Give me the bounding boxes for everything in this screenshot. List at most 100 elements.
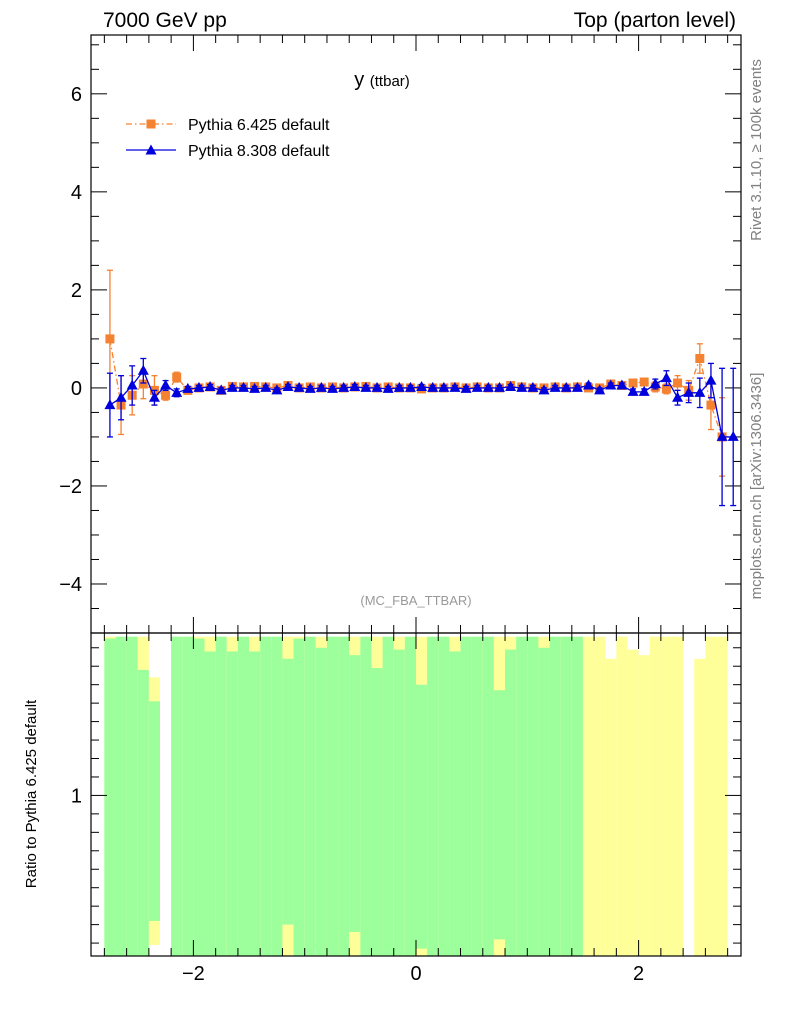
ratio-band-green bbox=[304, 636, 316, 956]
ratio-band-green bbox=[326, 636, 339, 956]
data-point bbox=[293, 381, 305, 392]
data-point bbox=[706, 400, 716, 410]
ratio-band-yellow bbox=[694, 658, 706, 956]
legend-marker-pythia6 bbox=[146, 119, 156, 129]
data-point bbox=[571, 381, 583, 392]
y-tick-label: −4 bbox=[59, 574, 82, 596]
data-point bbox=[627, 385, 639, 396]
ratio-bands bbox=[104, 636, 728, 956]
ratio-band-green bbox=[293, 638, 305, 956]
data-point bbox=[683, 386, 695, 397]
data-point bbox=[215, 384, 227, 395]
ratio-band-green bbox=[349, 655, 361, 933]
data-point bbox=[695, 354, 705, 364]
ratio-band-green bbox=[171, 636, 183, 956]
ratio-band-green bbox=[237, 636, 250, 956]
ratio-frame bbox=[90, 632, 742, 957]
plot-title-suffix: (ttbar) bbox=[370, 73, 410, 90]
data-point bbox=[705, 374, 717, 385]
ratio-band-yellow bbox=[705, 636, 717, 956]
data-point bbox=[427, 381, 439, 392]
ratio-band-green bbox=[204, 651, 216, 956]
data-point bbox=[160, 379, 172, 390]
ratio-band-yellow bbox=[616, 636, 628, 956]
data-point bbox=[193, 381, 205, 392]
data-point bbox=[382, 382, 394, 393]
ratio-band-green bbox=[104, 638, 116, 956]
ratio-band-green bbox=[382, 636, 394, 956]
legend-label-pythia8: Pythia 8.308 default bbox=[188, 143, 330, 160]
data-point bbox=[560, 381, 572, 392]
data-point bbox=[349, 380, 361, 391]
data-point bbox=[527, 381, 539, 392]
data-point bbox=[661, 384, 671, 394]
ratio-band-green bbox=[137, 669, 149, 956]
ratio-band-green bbox=[226, 651, 238, 956]
data-point bbox=[161, 390, 171, 400]
data-point bbox=[115, 391, 127, 402]
ratio-band-green bbox=[393, 649, 405, 956]
ratio-band-yellow bbox=[582, 636, 595, 956]
legend-item-pythia8: Pythia 8.308 default bbox=[126, 143, 330, 160]
data-point bbox=[538, 384, 550, 395]
ratio-band-yellow bbox=[605, 658, 617, 956]
data-point bbox=[249, 382, 261, 393]
data-point bbox=[105, 334, 115, 344]
side-text-mcplots: mcplots.cern.ch [arXiv:1306.3436] bbox=[748, 373, 765, 600]
header-left: 7000 GeV pp bbox=[103, 9, 227, 32]
data-point bbox=[594, 384, 606, 395]
ratio-band-green bbox=[527, 636, 539, 956]
watermark: (MC_FBA_TTBAR) bbox=[360, 593, 471, 608]
plot-title-main: y bbox=[354, 69, 364, 91]
ratio-band-green bbox=[571, 636, 583, 956]
x-tick-label: 2 bbox=[633, 963, 644, 985]
data-point bbox=[639, 377, 649, 387]
ratio-band-yellow bbox=[660, 636, 672, 956]
ratio-band-green bbox=[249, 651, 261, 956]
data-point bbox=[282, 380, 294, 391]
header-right: Top (parton level) bbox=[574, 9, 736, 32]
ratio-band-green bbox=[315, 647, 327, 956]
ratio-band-green bbox=[505, 649, 517, 956]
data-point bbox=[182, 382, 194, 393]
data-point bbox=[605, 379, 617, 390]
data-point bbox=[393, 381, 405, 392]
data-point bbox=[404, 381, 416, 392]
y-tick-label: 4 bbox=[71, 182, 82, 204]
y-tick-label: 6 bbox=[71, 84, 82, 106]
ratio-band-yellow bbox=[627, 649, 639, 956]
data-point bbox=[471, 381, 483, 392]
data-point bbox=[628, 378, 638, 388]
data-point bbox=[716, 430, 728, 441]
ratio-ylabel: Ratio to Pythia 6.425 default bbox=[23, 699, 40, 888]
data-point bbox=[338, 381, 350, 392]
data-point bbox=[660, 372, 672, 383]
ratio-band-green bbox=[404, 636, 416, 956]
ratio-band-green bbox=[516, 636, 528, 956]
side-text-rivet: Rivet 3.1.10, ≥ 100k events bbox=[748, 59, 765, 241]
data-point bbox=[438, 381, 450, 392]
data-point bbox=[416, 380, 428, 391]
data-point bbox=[493, 381, 505, 392]
ratio-band-green bbox=[438, 636, 450, 956]
ratio-band-green bbox=[427, 636, 439, 956]
data-point bbox=[172, 372, 182, 382]
ratio-band-green bbox=[148, 701, 161, 921]
data-point bbox=[126, 379, 138, 390]
ratio-band-green bbox=[193, 638, 205, 956]
data-point bbox=[727, 430, 739, 441]
ratio-band-green bbox=[115, 636, 127, 956]
x-tick-label: 0 bbox=[410, 963, 421, 985]
series-pythia6 bbox=[105, 269, 727, 477]
data-point bbox=[616, 379, 628, 390]
ratio-band-green bbox=[460, 636, 472, 956]
data-point bbox=[549, 381, 561, 392]
data-point bbox=[171, 386, 183, 397]
data-point bbox=[482, 381, 494, 392]
data-point bbox=[327, 382, 339, 393]
data-point bbox=[271, 384, 283, 395]
data-point bbox=[226, 381, 238, 392]
ratio-y-tick-label: 1 bbox=[71, 785, 82, 807]
ratio-band-yellow bbox=[716, 636, 728, 956]
